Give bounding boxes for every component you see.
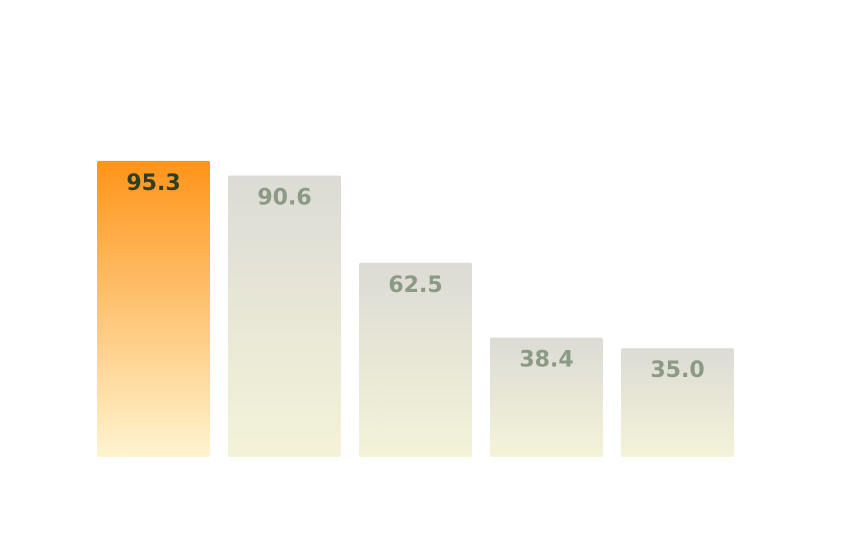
value-labels-layer: 95.3 90.6 62.5 38.4 35.0 — [126, 171, 704, 383]
bar-value-label-3: 62.5 — [388, 273, 442, 298]
bar-value-label-2: 90.6 — [257, 185, 311, 210]
bar-3 — [359, 262, 472, 457]
bar-value-label-5: 35.0 — [650, 358, 704, 383]
bar-value-label-4: 38.4 — [519, 348, 573, 373]
bar-5 — [621, 348, 734, 457]
bar-1 — [97, 160, 210, 458]
bar-value-label-1: 95.3 — [126, 171, 180, 196]
bar-2 — [228, 175, 341, 458]
bars-layer — [97, 160, 734, 458]
bar-4 — [490, 337, 603, 457]
